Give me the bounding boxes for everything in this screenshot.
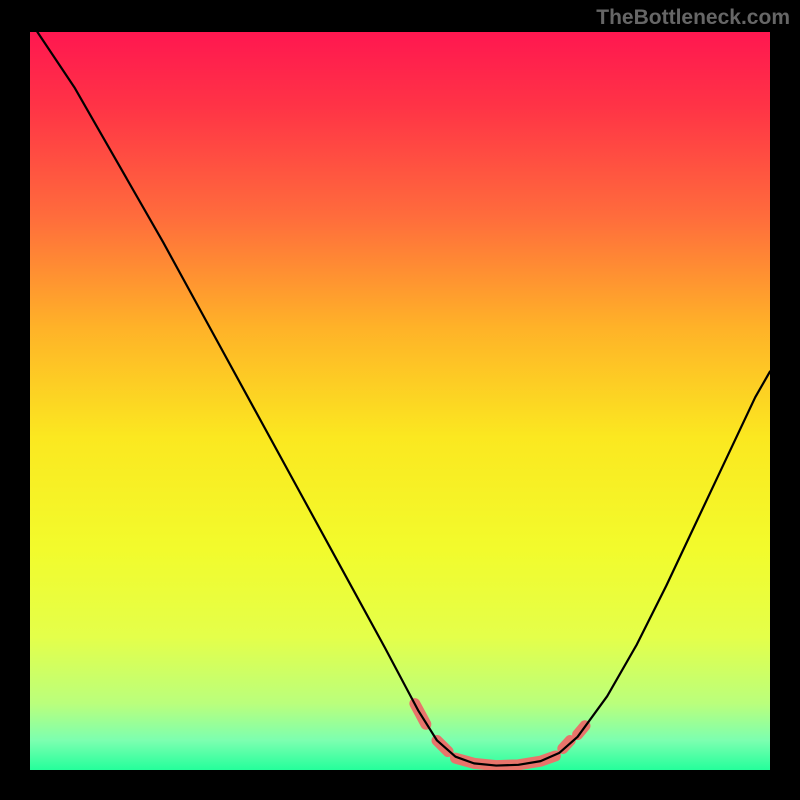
gradient-background xyxy=(30,32,770,770)
plot-area xyxy=(30,32,770,770)
chart-svg xyxy=(30,32,770,770)
watermark-text: TheBottleneck.com xyxy=(596,6,790,30)
